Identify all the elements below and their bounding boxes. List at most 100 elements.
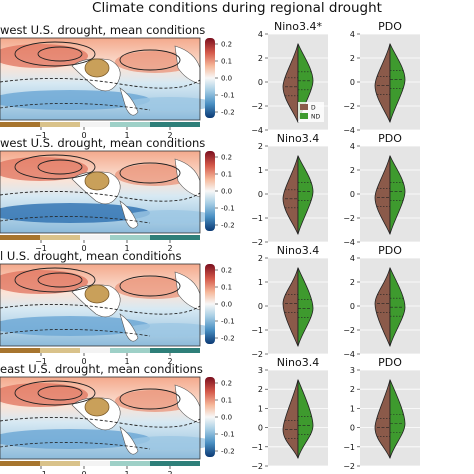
violin-drought — [374, 379, 391, 459]
anomaly-positive — [115, 277, 195, 299]
legend-swatch — [300, 113, 308, 119]
map-x-tick-label: 0 — [81, 131, 86, 140]
colorbar-tick-label: -0.2 — [221, 335, 235, 343]
map-panel: west U.S. drought, mean conditions −1 0 1 2 0… — [0, 136, 235, 253]
continent-outline — [119, 426, 139, 455]
violin-no-drought — [389, 43, 406, 123]
y-tick-label: 1 — [258, 278, 263, 287]
violin-drought — [374, 267, 391, 347]
y-tick-label: 0 — [258, 78, 263, 87]
anomaly-negative — [125, 97, 215, 111]
y-tick-label: −2 — [251, 238, 263, 247]
violin-title: Nino3.4* — [274, 20, 322, 33]
map-x-tick-label: −1 — [35, 131, 47, 140]
violin-panel: PDO 4 2 0 −2 −4 — [343, 132, 420, 247]
y-tick-label: 4 — [350, 254, 355, 263]
scale-strip — [150, 235, 200, 240]
violin-title: Nino3.4 — [277, 132, 319, 145]
drought-region — [84, 58, 110, 78]
y-tick-label: 2 — [350, 166, 355, 175]
violin-panel: Nino3.4* 4 2 0 −2 −4 D ND — [251, 20, 328, 135]
y-tick-label: 0 — [350, 190, 355, 199]
y-tick-label: 0 — [258, 190, 263, 199]
anomaly-positive — [0, 44, 88, 68]
y-tick-label: −4 — [251, 126, 263, 135]
map-frame — [0, 376, 201, 460]
scale-strip — [80, 122, 110, 127]
y-tick-label: 1 — [350, 404, 355, 413]
contour-line-dashed — [0, 416, 201, 428]
scale-strip — [110, 461, 150, 466]
contour-line-dashed — [0, 216, 151, 224]
y-tick-label: 2 — [258, 254, 263, 263]
map-panels: west U.S. drought, mean conditions−1 0 1 2 0… — [0, 23, 235, 474]
y-tick-label: 2 — [258, 142, 263, 151]
map-x-tick-label: 1 — [124, 357, 129, 366]
colorbar-tick-label: 0.1 — [221, 397, 232, 405]
map-x-tick-label: 2 — [167, 470, 172, 474]
scale-strip — [0, 348, 40, 353]
colorbar-tick-label: -0.1 — [221, 431, 235, 439]
map-panel: east U.S. drought, mean conditions −1 0 1 2 0… — [0, 362, 235, 474]
map-x-tick-label: 1 — [124, 244, 129, 253]
continent-outline — [119, 87, 139, 116]
y-tick-label: 0 — [258, 424, 263, 433]
map-title: west U.S. drought, mean conditions — [0, 136, 205, 150]
map-x-tick-label: 0 — [81, 244, 86, 253]
scale-strip — [0, 235, 40, 240]
scale-strip — [110, 235, 150, 240]
legend-swatch — [300, 104, 308, 110]
y-tick-label: −1 — [251, 214, 263, 223]
anomaly-negative — [0, 429, 150, 449]
contour-line-dashed — [0, 77, 201, 89]
violin-title: PDO — [378, 132, 402, 145]
contour-line — [37, 385, 83, 401]
y-tick-label: −2 — [343, 214, 355, 223]
colorbar-tick-label: 0.0 — [221, 75, 232, 83]
scale-strip — [150, 348, 200, 353]
y-tick-label: −1 — [251, 326, 263, 335]
y-tick-label: −2 — [251, 350, 263, 359]
violin-panel: PDO 3 2 1 0 −1 −2 — [343, 356, 420, 471]
drought-region — [84, 284, 110, 304]
scale-strip — [80, 235, 110, 240]
map-x-tick-label: 1 — [124, 131, 129, 140]
colorbar-tick-label: 0.0 — [221, 188, 232, 196]
map-x-tick-label: 2 — [167, 131, 172, 140]
contour-line — [14, 154, 96, 180]
y-tick-label: 3 — [258, 366, 263, 375]
scale-strip — [40, 461, 80, 466]
colorbar-tick-label: -0.2 — [221, 109, 235, 117]
anomaly-positive — [115, 164, 195, 186]
y-tick-label: 2 — [350, 385, 355, 394]
scale-strip — [110, 348, 150, 353]
colorbar-tick-label: -0.1 — [221, 92, 235, 100]
contour-line — [119, 162, 181, 184]
anomaly-negative — [0, 316, 150, 336]
scale-strip — [80, 461, 110, 466]
colorbar-tick-label: 0.2 — [221, 154, 232, 162]
contour-line-dashed — [0, 103, 151, 111]
colorbar-tick-label: 0.1 — [221, 284, 232, 292]
map-x-tick-label: 0 — [81, 357, 86, 366]
y-tick-label: −2 — [343, 462, 355, 471]
violin-panel: Nino3.4 3 2 1 0 −1 −2 — [251, 356, 328, 471]
contour-line — [37, 272, 83, 288]
scale-strip — [150, 122, 200, 127]
y-tick-label: 2 — [258, 54, 263, 63]
map-title: l U.S. drought, mean conditions — [0, 249, 181, 263]
violin-title: PDO — [378, 244, 402, 257]
violin-no-drought — [389, 155, 406, 235]
y-tick-label: −2 — [251, 102, 263, 111]
continent-outline — [119, 313, 139, 342]
contour-line — [37, 159, 83, 175]
colorbar — [205, 151, 215, 231]
map-panel: l U.S. drought, mean conditions −1 0 1 2 0.2 0… — [0, 249, 235, 366]
anomaly-positive — [0, 383, 88, 407]
contour-line — [119, 275, 181, 297]
y-tick-label: 0 — [350, 424, 355, 433]
drought-region — [84, 397, 110, 417]
scale-strip — [40, 235, 80, 240]
map-x-tick-label: 1 — [124, 470, 129, 474]
